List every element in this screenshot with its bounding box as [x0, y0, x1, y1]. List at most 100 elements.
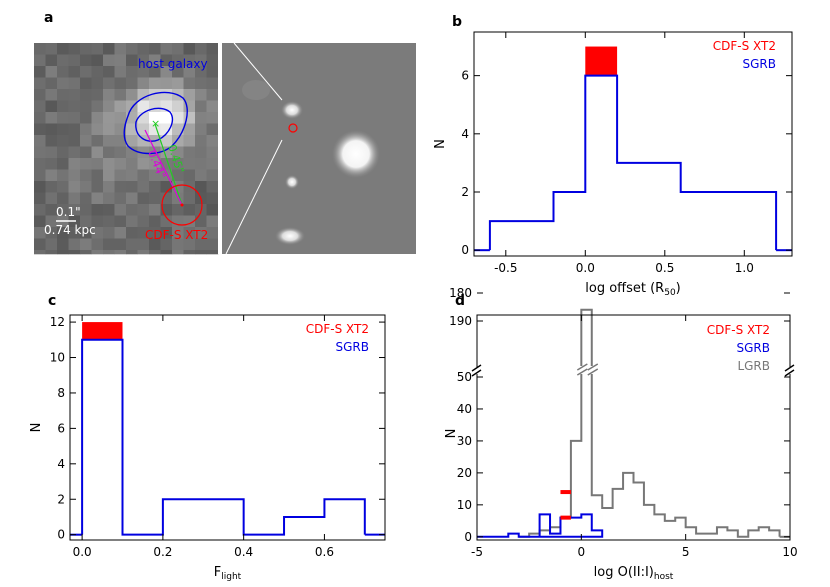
- image-pixel: [91, 66, 104, 78]
- image-pixel: [45, 123, 58, 136]
- x-tick-label: -5: [471, 545, 483, 559]
- image-pixel: [183, 89, 196, 101]
- image-pixel: [183, 43, 196, 55]
- image-pixel: [57, 135, 69, 147]
- host-image-left: × host galaxy 0.45" 0.44" 0.1" 0.74 kpc …: [34, 43, 219, 255]
- image-pixel: [114, 43, 127, 55]
- image-pixel: [137, 250, 150, 255]
- image-pixel: [34, 135, 46, 147]
- image-pixel: [149, 112, 161, 124]
- pixel-grid: [34, 43, 219, 255]
- image-pixel: [91, 227, 104, 239]
- image-pixel: [126, 158, 138, 170]
- image-pixel: [57, 100, 69, 113]
- image-pixel: [172, 250, 184, 255]
- image-pixel: [114, 169, 127, 182]
- image-pixel: [114, 112, 127, 124]
- image-pixel: [80, 123, 92, 136]
- image-pixel: [45, 89, 58, 101]
- image-pixel: [91, 54, 104, 67]
- image-pixel: [68, 250, 81, 255]
- image-pixel: [137, 123, 150, 136]
- image-pixel: [45, 250, 58, 255]
- image-pixel: [91, 204, 104, 216]
- image-pixel: [183, 54, 196, 67]
- xt2-highlight-mark: [560, 490, 571, 495]
- y-tick-label: 50: [457, 370, 472, 384]
- image-pixel: [80, 250, 92, 255]
- image-pixel: [68, 146, 81, 159]
- image-pixel: [34, 89, 46, 101]
- axes-frame: [473, 31, 793, 257]
- image-pixel: [45, 215, 58, 228]
- image-pixel: [34, 169, 46, 182]
- image-pixel: [160, 215, 173, 228]
- image-pixel: [137, 215, 150, 228]
- image-pixel: [206, 54, 219, 67]
- image-pixel: [206, 146, 219, 159]
- image-pixel: [91, 100, 104, 113]
- image-pixel: [126, 66, 138, 78]
- image-pixel: [80, 100, 92, 113]
- image-pixel: [172, 135, 184, 147]
- image-pixel: [34, 238, 46, 251]
- legend-entry: CDF-S XT2: [306, 322, 369, 336]
- xray-position-circle: [161, 184, 203, 226]
- image-pixel: [149, 89, 161, 101]
- image-pixel: [126, 112, 138, 124]
- image-pixel: [114, 250, 127, 255]
- xray-position-dot: [180, 203, 184, 207]
- image-pixel: [114, 181, 127, 193]
- panel-d-letter: d: [455, 293, 465, 309]
- image-pixel: [45, 227, 58, 239]
- image-pixel: [183, 238, 196, 251]
- y-tick-label: 8: [57, 386, 65, 400]
- image-pixel: [103, 169, 115, 182]
- image-pixel: [68, 66, 81, 78]
- y-axis-label: N: [444, 429, 459, 439]
- image-pixel: [34, 158, 46, 170]
- image-pixel: [68, 135, 81, 147]
- image-pixel: [160, 204, 173, 216]
- image-pixel: [172, 112, 184, 124]
- image-pixel: [126, 250, 138, 255]
- image-pixel: [183, 135, 196, 147]
- image-pixel: [183, 169, 196, 182]
- y-axis-label: N: [433, 139, 448, 149]
- image-pixel: [34, 227, 46, 239]
- y-tick-label: 10: [457, 498, 472, 512]
- image-divider: [218, 43, 222, 254]
- cdfs-xt2-label: CDF-S XT2: [145, 228, 208, 242]
- image-pixel: [195, 250, 207, 255]
- x-axis-label-end: ): [676, 281, 681, 296]
- image-pixel: [91, 77, 104, 90]
- scale-bar-angle: 0.1": [56, 205, 81, 219]
- image-pixel: [34, 77, 46, 90]
- image-pixel: [149, 77, 161, 90]
- image-pixel: [91, 146, 104, 159]
- image-pixel: [34, 123, 46, 136]
- image-pixel: [80, 112, 92, 124]
- image-pixel: [149, 250, 161, 255]
- image-pixel: [137, 66, 150, 78]
- y-tick-label: 180: [449, 286, 472, 300]
- image-pixel: [137, 100, 150, 113]
- image-pixel: [195, 112, 207, 124]
- image-pixel: [126, 123, 138, 136]
- x-axis-label: Flight: [214, 565, 242, 582]
- image-pixel: [183, 204, 196, 216]
- image-pixel: [195, 100, 207, 113]
- x-tick-label: 1.0: [735, 261, 754, 275]
- y-tick-label: 12: [50, 315, 65, 329]
- image-pixel: [91, 238, 104, 251]
- image-pixel: [114, 123, 127, 136]
- image-pixel: [160, 227, 173, 239]
- image-pixel: [160, 123, 173, 136]
- image-pixel: [172, 158, 184, 170]
- image-pixel: [126, 181, 138, 193]
- legend-entry: SGRB: [737, 341, 771, 355]
- image-pixel: [57, 89, 69, 101]
- image-pixel: [103, 135, 115, 147]
- image-pixel: [206, 43, 219, 55]
- image-pixel: [195, 169, 207, 182]
